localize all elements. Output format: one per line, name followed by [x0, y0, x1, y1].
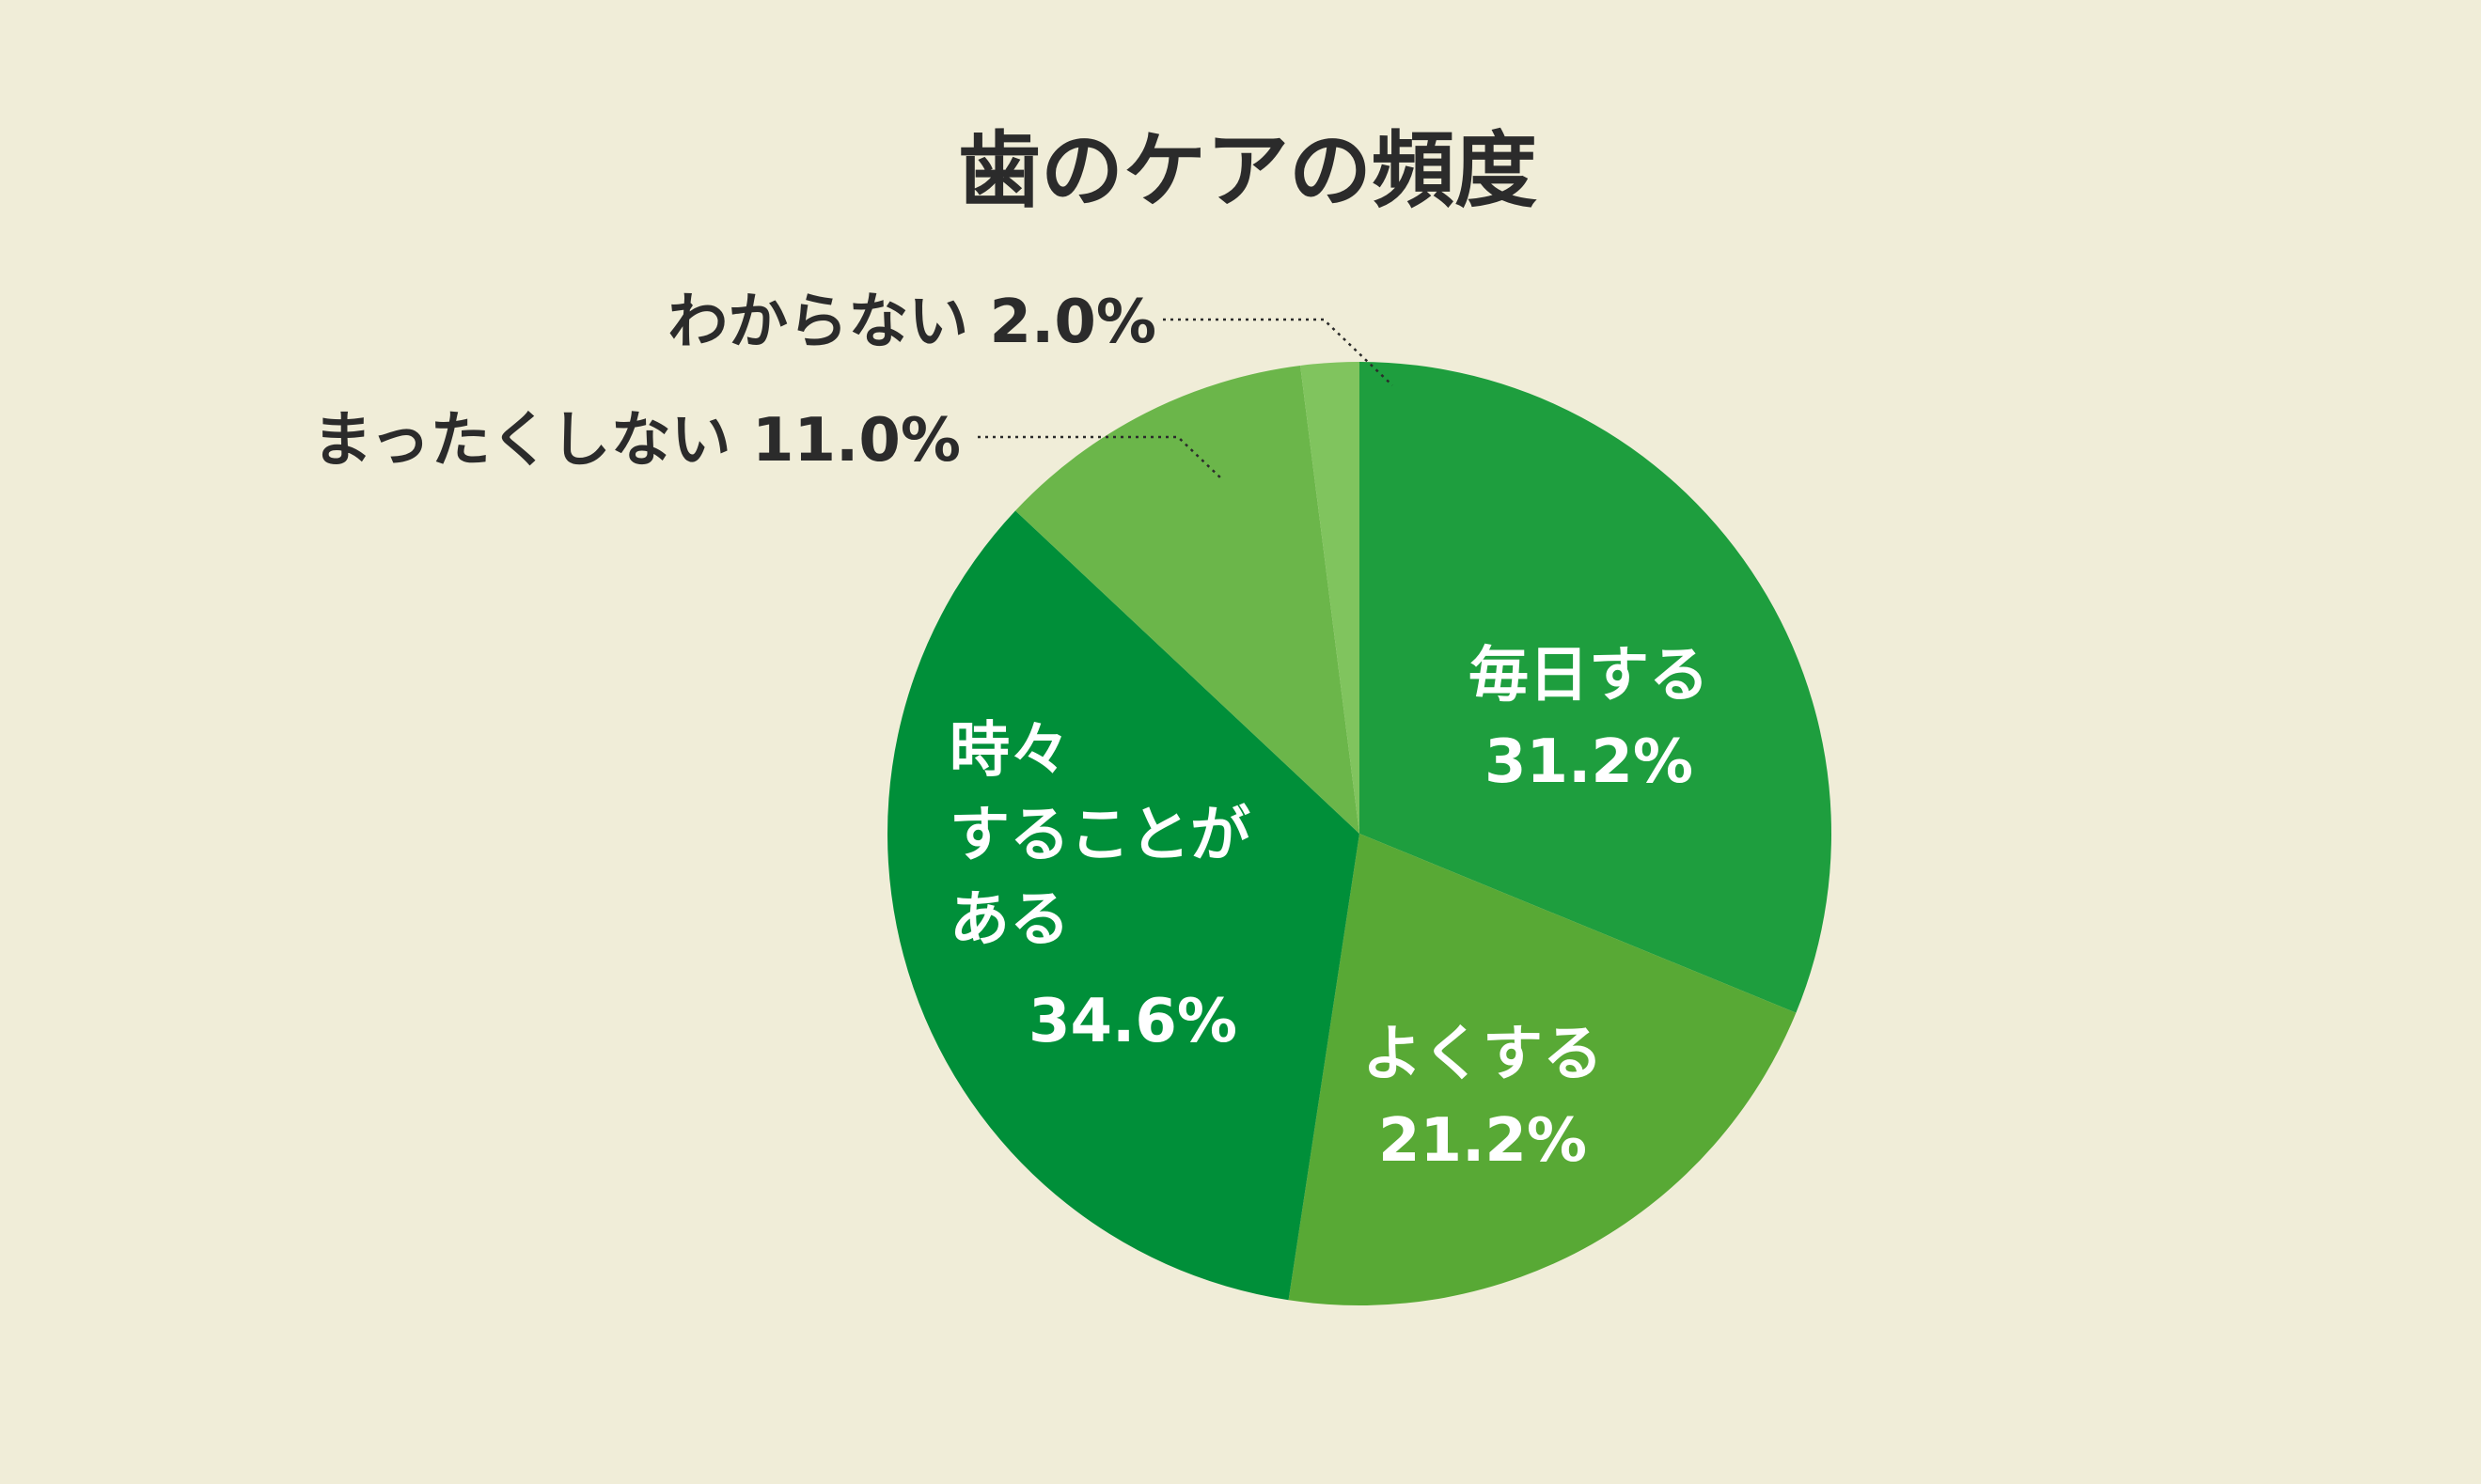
- slice-value-label: 31.2%: [1484, 727, 1693, 797]
- pie-slice: [887, 510, 1359, 1301]
- pie-slice: [1015, 365, 1359, 834]
- slice-label: まったくしない 11.0%: [312, 406, 961, 476]
- leaders-layer: [978, 318, 1393, 480]
- leader-line: [978, 435, 1223, 480]
- chart-title: 歯のケアの頻度: [958, 122, 1537, 219]
- pie-slice: [1359, 362, 1832, 1013]
- leader-line: [1163, 318, 1393, 386]
- slice-value-label: 21.2%: [1378, 1106, 1587, 1176]
- slice-label: 時々: [950, 716, 1070, 786]
- slice-label: わからない 2.0%: [667, 288, 1156, 357]
- pie-slice: [1288, 834, 1797, 1306]
- slice-label: 毎日する: [1468, 641, 1709, 711]
- slice-label: ある: [950, 885, 1070, 955]
- slice-label: することが: [950, 801, 1250, 870]
- pie-slice: [1300, 362, 1359, 834]
- slice-value-label: 34.6%: [1029, 987, 1237, 1056]
- slice-label: よくする: [1362, 1020, 1603, 1089]
- slices-layer: [887, 362, 1832, 1306]
